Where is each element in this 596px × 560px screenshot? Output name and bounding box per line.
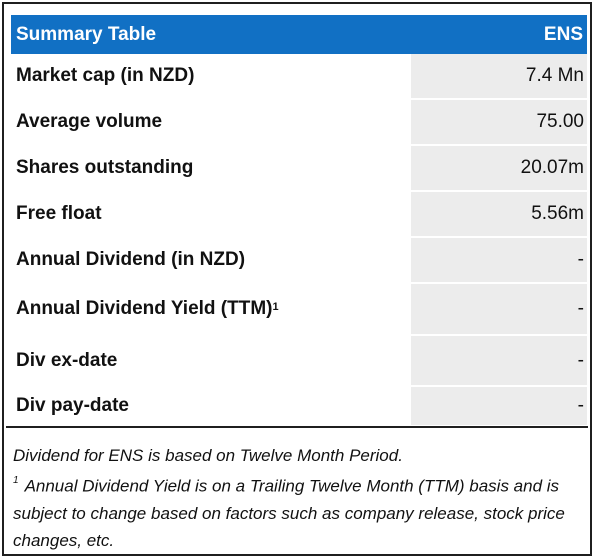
summary-table-panel: Summary Table ENS Market cap (in NZD) 7.… [2,2,592,556]
row-label: Shares outstanding [16,157,194,178]
table-row-free-float: Free float 5.56m [11,192,587,238]
row-label: Average volume [16,111,163,132]
notes: Dividend for ENS is based on Twelve Mont… [13,442,585,554]
table-row-div-ex-date: Div ex-date - [11,336,587,387]
table-row-div-pay-date: Div pay-date - [11,387,587,427]
table-row-annual-dividend: Annual Dividend (in NZD) - [11,238,587,284]
table-row-average-volume: Average volume 75.00 [11,100,587,146]
row-value: 7.4 Mn [411,54,587,98]
summary-table: Summary Table ENS Market cap (in NZD) 7.… [11,15,587,427]
footnote-number: 1 [13,475,19,486]
row-value: 20.07m [411,146,587,190]
row-value: - [411,284,587,334]
row-value: 5.56m [411,192,587,236]
row-label: Div pay-date [16,395,129,416]
row-value: 75.00 [411,100,587,144]
table-title: Summary Table [16,23,157,45]
row-value: - [411,238,587,282]
row-label: Market cap (in NZD) [16,65,195,86]
row-label: Free float [16,203,102,224]
footnote: 1 Annual Dividend Yield is on a Trailing … [13,469,585,554]
divider [6,426,588,428]
row-label: Div ex-date [16,349,118,371]
ticker-symbol: ENS [543,23,583,45]
footnote-marker: 1 [272,301,279,313]
row-value: - [411,387,587,425]
dividend-note: Dividend for ENS is based on Twelve Mont… [13,446,403,465]
table-header: Summary Table ENS [11,15,587,54]
table-row-annual-dividend-yield: Annual Dividend Yield (TTM) 1 - [11,284,587,336]
table-row-market-cap: Market cap (in NZD) 7.4 Mn [11,54,587,100]
table-row-shares-outstanding: Shares outstanding 20.07m [11,146,587,192]
footnote-text: Annual Dividend Yield is on a Trailing T… [13,476,565,550]
row-label: Annual Dividend Yield (TTM) 1 [16,298,279,319]
row-label: Annual Dividend (in NZD) [16,249,246,270]
row-value: - [411,336,587,385]
